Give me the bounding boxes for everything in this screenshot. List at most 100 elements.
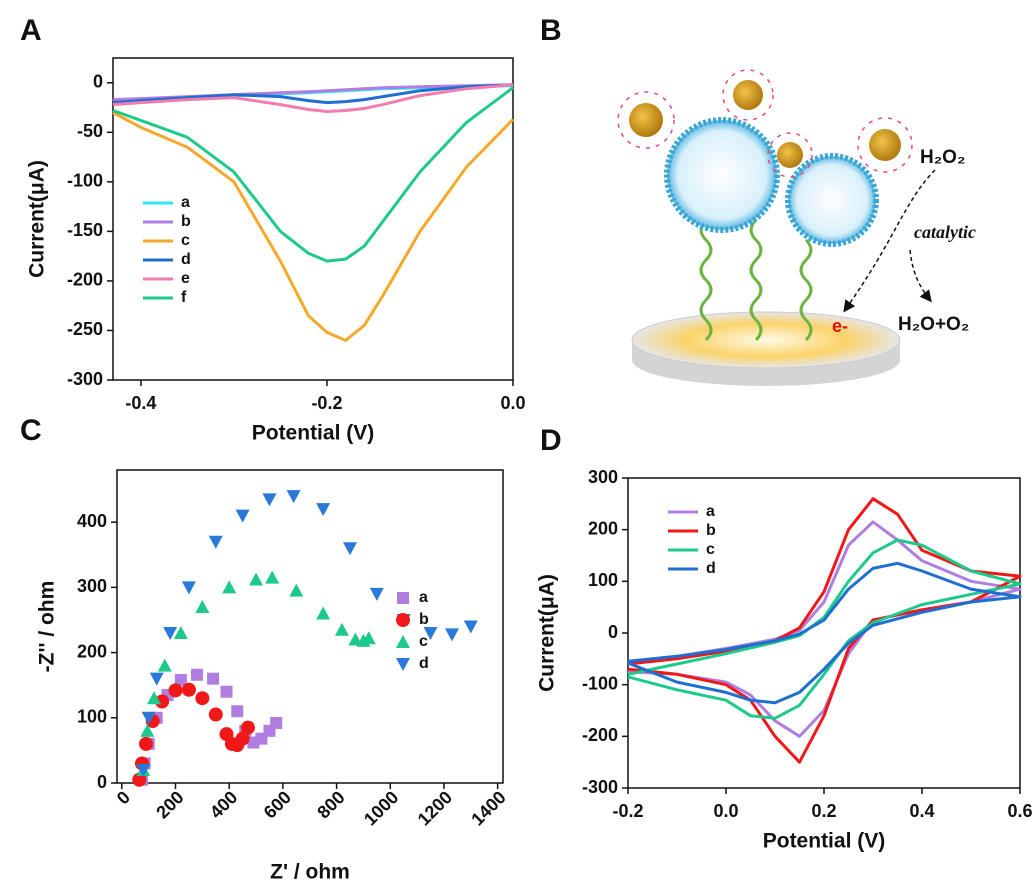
marker (286, 490, 301, 504)
y-tick-label: 400 (77, 511, 107, 531)
marker (190, 668, 203, 681)
electrode (631, 311, 901, 369)
panel-label: C (20, 414, 42, 447)
panel-label: B (540, 14, 562, 47)
marker (397, 592, 409, 604)
schematic: H₂O₂ catalytic H₂O+O₂ e- (617, 69, 976, 386)
marker (208, 535, 223, 549)
x-tick-label: -0.4 (125, 393, 156, 413)
y-tick-label: 200 (588, 518, 618, 538)
marker (240, 720, 255, 735)
marker (231, 705, 244, 718)
x-tick-label: -0.2 (311, 393, 342, 413)
x-tick-label: 200 (152, 787, 187, 822)
legend-label: a (181, 194, 190, 211)
legend-label: e (181, 270, 190, 287)
marker (235, 731, 250, 746)
series-line (112, 86, 514, 263)
nanoparticle (733, 80, 763, 110)
marker (222, 580, 237, 594)
x-tick-label: 1400 (467, 787, 509, 829)
y-tick-label: -100 (67, 171, 103, 191)
series-line (627, 538, 1022, 720)
marker (444, 628, 459, 642)
marker (155, 694, 170, 709)
plot-frame (112, 57, 514, 381)
arrow (909, 249, 932, 303)
plot-frame (116, 469, 504, 784)
series-line (112, 111, 515, 342)
y-tick-label: 100 (77, 707, 107, 727)
arrow (843, 169, 936, 313)
series-line (627, 497, 1022, 764)
y-tick-label: 300 (588, 467, 618, 487)
reactant: H₂O₂ (920, 147, 965, 168)
x-axis-title: Z' / ohm (270, 861, 350, 884)
nanoparticle-ligands (617, 69, 913, 178)
marker (369, 587, 384, 601)
liposome (785, 153, 879, 247)
plot-data (132, 490, 478, 787)
panel-label: A (20, 14, 42, 47)
marker (163, 627, 178, 641)
marker (342, 542, 357, 556)
x-tick-label: 1000 (360, 787, 402, 829)
x-tick-label: 400 (206, 787, 241, 822)
legend-label: d (706, 560, 716, 577)
legend-label: d (181, 251, 191, 268)
legend-label: f (181, 289, 187, 306)
y-tick-label: 100 (588, 570, 618, 590)
marker (396, 658, 410, 671)
x-tick-label: 0.4 (909, 801, 934, 821)
legend-label: b (419, 611, 429, 628)
marker (262, 493, 277, 507)
marker (136, 763, 151, 777)
y-tick-label: -200 (67, 270, 103, 290)
marker (463, 620, 478, 634)
marker (423, 627, 438, 641)
y-axis-title: -Z'' / ohm (36, 581, 59, 673)
electron: e- (832, 316, 848, 336)
dna-strands (699, 218, 813, 342)
legend-label: c (419, 633, 428, 650)
legend-label: a (706, 503, 715, 520)
marker (195, 691, 210, 706)
marker (132, 772, 147, 787)
x-axis-title: Potential (V) (763, 830, 886, 853)
legend-label: c (181, 232, 190, 249)
y-tick-label: -150 (67, 220, 103, 240)
marker (181, 682, 196, 697)
y-tick-label: 0 (608, 622, 618, 642)
marker (334, 622, 349, 636)
product: H₂O+O₂ (898, 314, 969, 335)
marker (235, 509, 250, 523)
series-line (627, 561, 1022, 705)
plot-frame (627, 477, 1021, 789)
marker (141, 711, 156, 725)
y-tick-label: 0 (97, 772, 107, 792)
x-tick-label: 0.0 (713, 801, 738, 821)
marker (181, 581, 196, 595)
marker (174, 673, 187, 686)
y-axis-title: Current(μA) (536, 574, 559, 692)
x-tick-label: 800 (313, 787, 348, 822)
y-tick-label: 200 (77, 641, 107, 661)
y-tick-label: -300 (67, 369, 103, 389)
legend-label: a (419, 589, 428, 606)
marker (396, 635, 410, 648)
marker (316, 606, 331, 620)
process: catalytic (914, 222, 976, 242)
legend-label: b (181, 213, 191, 230)
marker (396, 613, 410, 627)
y-axis-title: Current(μA) (26, 160, 49, 278)
x-tick-label: 0.2 (811, 801, 836, 821)
series-line (112, 83, 514, 105)
marker (168, 683, 183, 698)
y-tick-label: -300 (582, 777, 618, 797)
marker (270, 717, 283, 730)
series-line (627, 520, 1022, 738)
plot-data (627, 497, 1022, 764)
series-line (112, 83, 514, 113)
nanoparticle (777, 142, 803, 168)
